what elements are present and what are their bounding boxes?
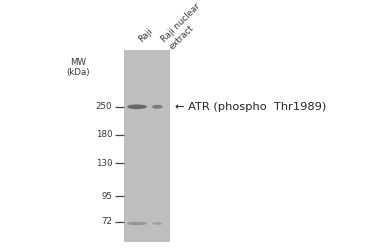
Text: 130: 130: [96, 159, 112, 168]
Text: Raji: Raji: [137, 26, 155, 44]
Text: 72: 72: [101, 218, 112, 226]
Ellipse shape: [152, 105, 163, 109]
Text: 180: 180: [96, 130, 112, 139]
Ellipse shape: [127, 104, 147, 109]
Text: MW
(kDa): MW (kDa): [66, 58, 90, 77]
Text: 250: 250: [96, 102, 112, 111]
Text: 95: 95: [101, 192, 112, 201]
Text: Raji nuclear
extract: Raji nuclear extract: [160, 2, 209, 51]
Ellipse shape: [127, 222, 147, 225]
Ellipse shape: [152, 222, 163, 225]
Text: ← ATR (phospho  Thr1989): ← ATR (phospho Thr1989): [175, 102, 326, 112]
FancyBboxPatch shape: [124, 50, 169, 242]
